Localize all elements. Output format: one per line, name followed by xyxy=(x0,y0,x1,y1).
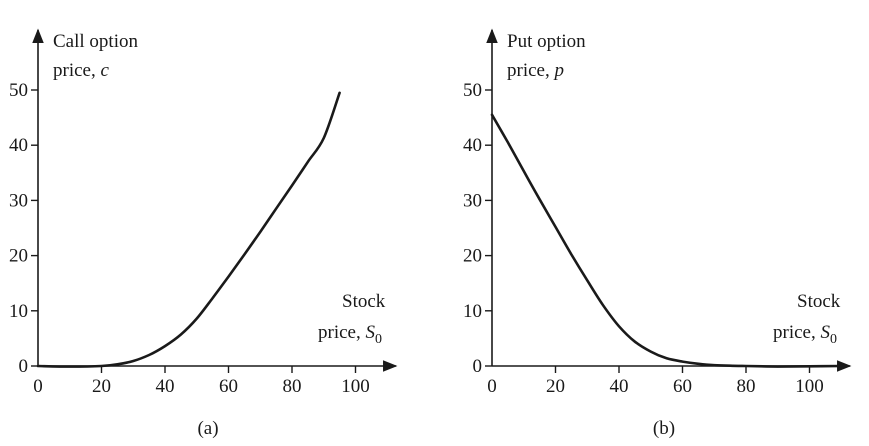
panel-b: 0 20 40 60 80 100 0 10 20 30 40 50 Put option price… xyxy=(463,28,852,439)
x-tick-label: 20 xyxy=(546,376,565,397)
y-tick-label: 10 xyxy=(463,301,482,322)
y-axis-label-line2: price, c xyxy=(53,60,109,81)
caption-a: (a) xyxy=(197,418,218,439)
x-axis-label-line1: Stock xyxy=(342,291,386,312)
y-tick-label: 30 xyxy=(9,190,28,211)
y-tick-label: 40 xyxy=(9,135,28,156)
x-tick-label: 0 xyxy=(33,376,43,397)
x-tick-label: 80 xyxy=(737,376,756,397)
x-tick-label: 40 xyxy=(610,376,629,397)
y-tick-label: 50 xyxy=(9,80,28,101)
y-tick-label: 0 xyxy=(473,356,483,377)
x-tick-label: 0 xyxy=(487,376,497,397)
x-tick-label: 100 xyxy=(341,376,370,397)
x-axis-label-line1: Stock xyxy=(797,291,841,312)
y-tick-label: 20 xyxy=(9,246,28,267)
y-axis-label-line1: Call option xyxy=(53,31,138,52)
panel-a: 0 20 40 60 80 100 0 10 20 30 40 50 Call option pric… xyxy=(9,28,398,439)
caption-b: (b) xyxy=(653,418,675,439)
tick-group: 0 20 40 60 80 100 0 10 20 30 40 50 xyxy=(463,80,824,397)
y-axis-label-line2: price, p xyxy=(507,60,564,81)
y-tick-label: 20 xyxy=(463,246,482,267)
call-price-curve xyxy=(36,91,341,368)
x-tick-label: 60 xyxy=(219,376,238,397)
y-tick-label: 30 xyxy=(463,190,482,211)
x-tick-label: 40 xyxy=(156,376,175,397)
y-tick-label: 10 xyxy=(9,301,28,322)
y-tick-label: 50 xyxy=(463,80,482,101)
x-tick-label: 100 xyxy=(795,376,824,397)
x-tick-label: 80 xyxy=(283,376,302,397)
x-tick-label: 60 xyxy=(673,376,692,397)
y-tick-label: 40 xyxy=(463,135,482,156)
x-tick-label: 20 xyxy=(92,376,111,397)
put-price-curve xyxy=(490,113,843,368)
x-axis-label-line2: price, S0 xyxy=(773,322,837,347)
x-axis-label-line2: price, S0 xyxy=(318,322,382,347)
tick-group: 0 20 40 60 80 100 0 10 20 30 40 50 xyxy=(9,80,370,397)
y-axis-label-line1: Put option xyxy=(507,31,586,52)
y-tick-label: 0 xyxy=(19,356,29,377)
